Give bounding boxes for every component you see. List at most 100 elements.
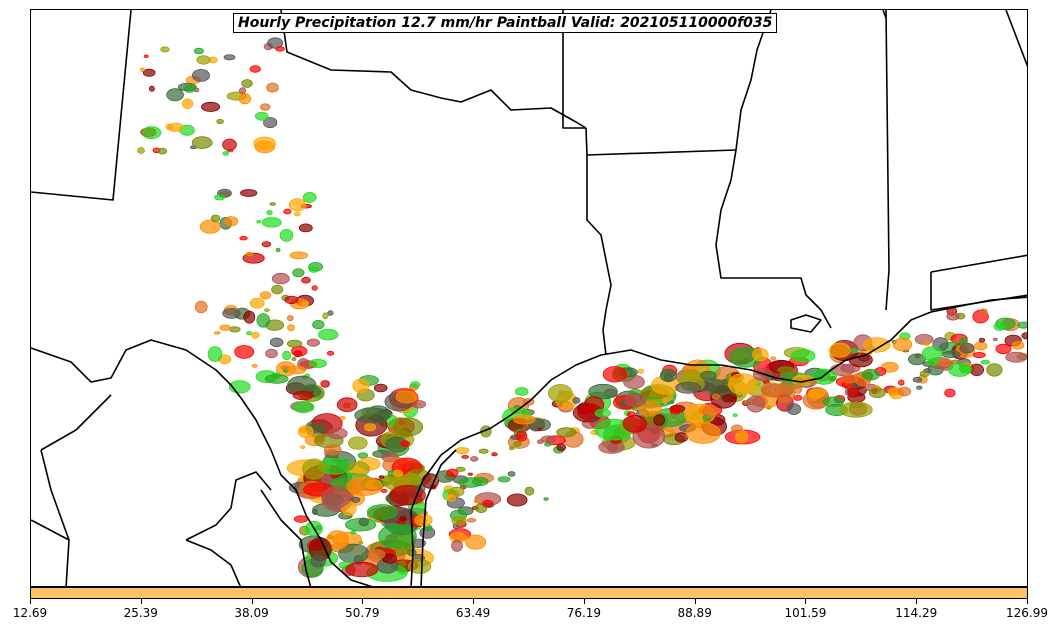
ar-south-border: [585, 127, 737, 156]
paintball: [508, 446, 515, 451]
paintball: [407, 559, 432, 574]
paintball: [346, 476, 383, 496]
paintball: [261, 241, 272, 248]
paintball: [513, 441, 522, 447]
nm-border: [31, 10, 132, 201]
paintball: [446, 468, 459, 477]
paintball: [363, 423, 377, 432]
paintball: [137, 147, 145, 154]
paintball: [352, 378, 370, 393]
paintball: [352, 467, 366, 474]
paintball: [461, 455, 469, 459]
paintball: [398, 560, 407, 567]
paintball: [411, 400, 427, 409]
paintball: [395, 390, 418, 404]
paintball: [752, 368, 773, 382]
colorbar-tick-label: 88.89: [677, 606, 712, 620]
paintball: [239, 235, 248, 241]
paintball: [959, 364, 972, 374]
paintball: [240, 189, 258, 197]
paintball: [336, 397, 358, 413]
paintball: [507, 471, 516, 477]
paintball: [811, 368, 837, 385]
paintball: [923, 340, 931, 346]
paintball: [524, 486, 535, 496]
paintball: [275, 247, 281, 253]
paintball: [373, 383, 388, 393]
paintball: [659, 368, 677, 383]
paintball: [731, 424, 743, 434]
paintball: [515, 430, 528, 442]
gulf-coastline: [410, 296, 1027, 586]
paintball: [298, 425, 314, 439]
paintball: [451, 516, 467, 526]
paintball: [470, 456, 479, 462]
paintball: [286, 315, 294, 322]
paintball: [322, 312, 329, 320]
paintball: [793, 394, 803, 401]
paintball: [207, 346, 223, 363]
paintball: [711, 393, 721, 400]
paintball: [972, 351, 986, 358]
paintball: [292, 401, 315, 414]
paintball: [980, 359, 991, 365]
paintball: [194, 300, 208, 314]
paintball: [594, 408, 612, 418]
paintball: [321, 486, 352, 509]
paintball: [868, 387, 886, 399]
paintball: [978, 337, 986, 343]
paintball: [850, 348, 859, 354]
paintball: [269, 337, 284, 348]
paintball: [622, 414, 647, 433]
colorbar-tick-label: 38.09: [234, 606, 269, 620]
paintball: [702, 404, 719, 418]
colorbar-tick-label: 114.29: [895, 606, 938, 620]
paintball: [259, 103, 271, 111]
paintball: [791, 349, 816, 363]
colorbar-tick-label: 63.49: [455, 606, 491, 620]
paintball: [141, 126, 162, 140]
paintball: [222, 151, 229, 156]
paintball: [266, 210, 273, 216]
colorbar-tick: [140, 599, 142, 604]
paintball: [293, 515, 309, 523]
paintball: [289, 251, 309, 260]
paintball: [921, 346, 943, 362]
paintball: [142, 68, 156, 77]
paintball: [653, 414, 665, 426]
paintball: [774, 381, 796, 403]
paintball: [897, 386, 912, 397]
paintball: [378, 524, 417, 549]
colorbar-tick-label: 12.69: [12, 606, 48, 620]
paintball: [588, 383, 618, 400]
state-borders: [31, 10, 1027, 586]
paintball: [312, 319, 325, 330]
paintball: [514, 387, 529, 396]
paintball: [908, 353, 926, 366]
paintball: [537, 427, 543, 431]
paintball: [839, 401, 873, 418]
fl-panhandle: [930, 272, 1027, 311]
paintball: [378, 475, 385, 479]
paintball: [547, 384, 573, 403]
paintball: [941, 350, 961, 358]
paintball: [320, 380, 330, 388]
paintball: [241, 79, 253, 88]
paintball: [286, 339, 303, 348]
paintball: [919, 370, 930, 378]
paintball: [140, 67, 145, 72]
paintball: [995, 343, 1012, 354]
paintball: [974, 341, 988, 351]
paintball: [306, 338, 320, 347]
paintball: [637, 368, 644, 374]
paintball: [543, 497, 549, 501]
paintball: [410, 381, 421, 389]
paintball: [828, 342, 851, 358]
paintball: [685, 422, 721, 444]
paintball: [310, 555, 326, 568]
rio-grande: [31, 339, 373, 586]
paintball: [675, 381, 702, 394]
colorbar-tick: [694, 599, 696, 604]
colorbar-tick-label: 126.99: [1006, 606, 1048, 620]
colorbar-tick: [473, 599, 475, 604]
